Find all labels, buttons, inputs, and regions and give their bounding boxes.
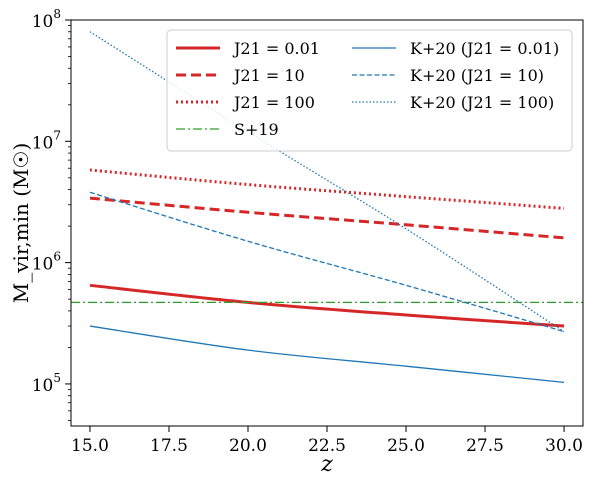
y-tick-label: 105 bbox=[32, 371, 61, 396]
x-tick-label: 22.5 bbox=[308, 436, 346, 456]
legend-label-6: K+20 (J21 = 100) bbox=[410, 93, 554, 112]
legend-label-1: J21 = 10 bbox=[232, 66, 305, 85]
y-tick-label: 108 bbox=[32, 7, 61, 32]
series-line-0 bbox=[89, 283, 565, 328]
legend-label-3: S+19 bbox=[234, 120, 279, 139]
legend-label-0: J21 = 0.01 bbox=[232, 39, 320, 58]
y-axis-label: M_vir,min (M☉) bbox=[9, 143, 33, 304]
x-axis-label: z bbox=[320, 452, 333, 477]
legend-label-5: K+20 (J21 = 10) bbox=[410, 66, 544, 85]
series-line-5 bbox=[89, 191, 565, 333]
legend-label-4: K+20 (J21 = 0.01) bbox=[410, 39, 559, 58]
legend: J21 = 0.01 J21 = 10 J21 = 100 S+19 K+20 (J21… bbox=[166, 29, 573, 152]
y-tick-label: 106 bbox=[32, 250, 61, 275]
x-tick-label: 15.0 bbox=[71, 436, 109, 456]
x-tick-label: 17.5 bbox=[150, 436, 188, 456]
series-line-1 bbox=[89, 196, 565, 240]
y-tick-label: 107 bbox=[32, 128, 61, 153]
x-tick-label: 20.0 bbox=[229, 436, 267, 456]
legend-frame bbox=[166, 29, 573, 152]
series-line-6 bbox=[89, 31, 565, 333]
series-lines bbox=[71, 31, 583, 384]
x-axis-ticks: 15.0 17.5 20.0 22.5 25.0 27.5 30.0 bbox=[71, 426, 583, 456]
x-tick-label: 30.0 bbox=[545, 436, 583, 456]
series-line-4 bbox=[89, 325, 565, 384]
x-tick-label: 27.5 bbox=[466, 436, 504, 456]
legend-label-2: J21 = 100 bbox=[232, 93, 315, 112]
series-line-2 bbox=[89, 168, 565, 210]
x-tick-label: 25.0 bbox=[387, 436, 425, 456]
y-axis-ticks: 105 106 107 108 bbox=[32, 7, 71, 421]
